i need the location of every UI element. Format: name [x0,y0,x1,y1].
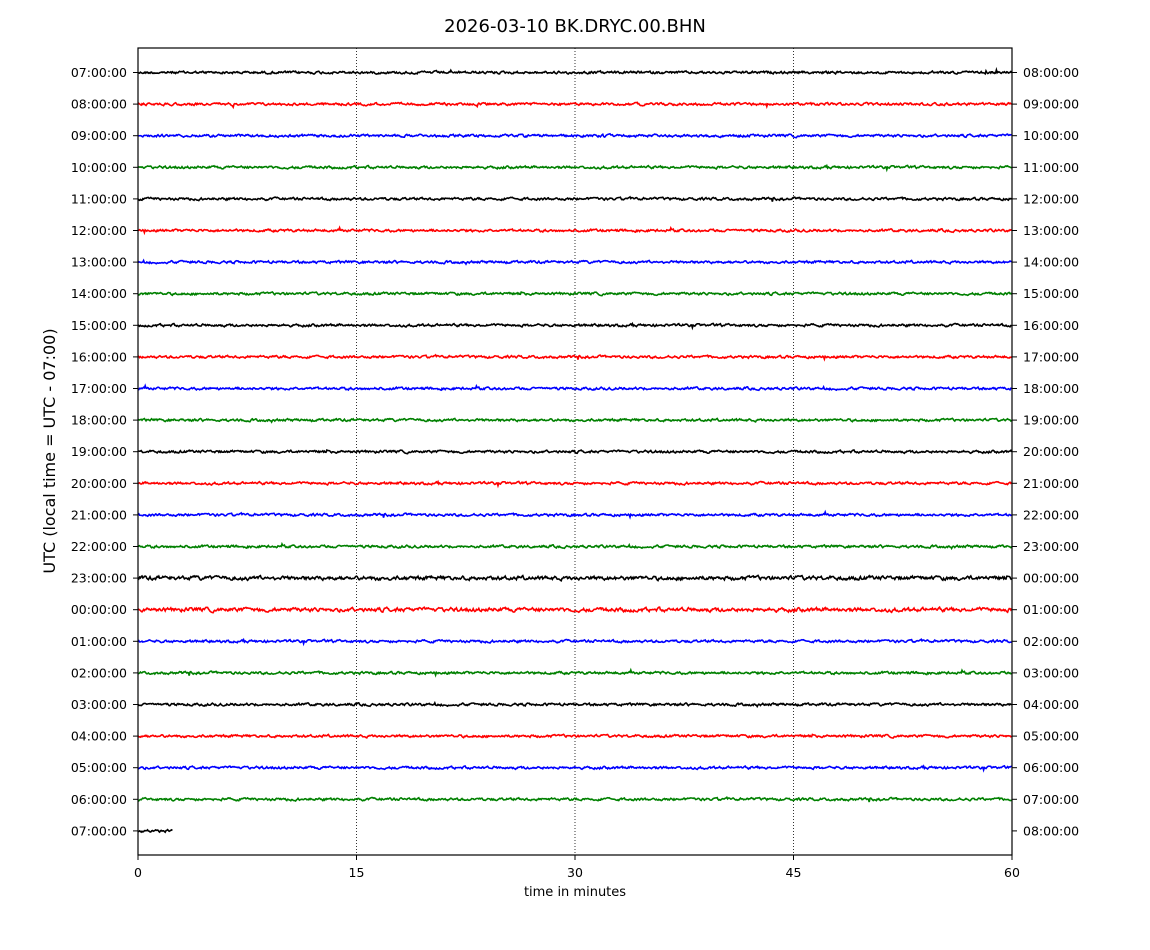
y-tick-label-right: 01:00:00 [1023,602,1079,617]
trace-row-24 [137,828,173,834]
y-tick-label-left: 16:00:00 [71,349,127,364]
y-tick-label-left: 00:00:00 [71,602,127,617]
y-tick-label-left: 07:00:00 [71,65,127,80]
trace-row-10 [137,383,1012,392]
y-tick-label-right: 06:00:00 [1023,760,1079,775]
trace-row-20 [137,700,1012,709]
y-tick-label-left: 18:00:00 [71,413,127,428]
trace-row-11 [137,417,1013,424]
ticks: 0 15 30 45 60 07:00:00 08:00:00 09:00:00 10:00:0… [71,65,1079,880]
y-tick-label-left: 02:00:00 [71,665,127,680]
y-tick-label-right: 21:00:00 [1023,476,1079,491]
grid-lines [356,48,794,855]
y-tick-label-left: 09:00:00 [71,128,127,143]
trace-row-5 [137,225,1012,236]
trace-row-17 [137,605,1013,614]
trace-row-0 [137,66,1013,76]
y-tick-label-left: 17:00:00 [71,381,127,396]
y-tick-label-right: 19:00:00 [1023,413,1079,428]
y-tick-label-right: 08:00:00 [1023,823,1079,838]
trace-row-14 [137,509,1013,520]
y-tick-label-left: 08:00:00 [71,97,127,112]
trace-row-18 [137,637,1012,647]
y-tick-label-left: 07:00:00 [71,823,127,838]
trace-row-7 [137,290,1013,297]
y-tick-label-right: 22:00:00 [1023,507,1079,522]
y-tick-label-left: 05:00:00 [71,760,127,775]
trace-row-4 [137,195,1013,202]
x-tick-label: 0 [134,865,142,880]
trace-row-13 [137,479,1013,489]
trace-row-23 [137,796,1012,803]
trace-row-8 [137,321,1012,331]
y-tick-label-left: 06:00:00 [71,792,127,807]
y-tick-label-left: 03:00:00 [71,697,127,712]
y-tick-label-right: 13:00:00 [1023,223,1079,238]
y-tick-label-right: 04:00:00 [1023,697,1079,712]
y-tick-label-left: 19:00:00 [71,444,127,459]
x-axis-label: time in minutes [524,885,626,900]
y-tick-label-left: 22:00:00 [71,539,127,554]
y-tick-label-left: 10:00:00 [71,160,127,175]
trace-row-15 [137,541,1013,551]
trace-row-21 [137,733,1013,739]
x-tick-label: 15 [349,865,365,880]
x-tick-label: 60 [1004,865,1020,880]
y-tick-label-left: 12:00:00 [71,223,127,238]
trace-row-22 [137,764,1012,773]
y-tick-label-right: 00:00:00 [1023,571,1079,586]
y-tick-label-left: 04:00:00 [71,729,127,744]
y-tick-label-right: 15:00:00 [1023,286,1079,301]
trace-row-16 [137,574,1013,583]
y-tick-label-left: 15:00:00 [71,318,127,333]
y-tick-label-left: 21:00:00 [71,507,127,522]
y-tick-label-left: 23:00:00 [71,571,127,586]
trace-row-9 [137,353,1013,362]
trace-row-2 [137,132,1012,139]
y-tick-label-right: 14:00:00 [1023,255,1079,270]
y-tick-label-right: 05:00:00 [1023,729,1079,744]
y-tick-label-right: 03:00:00 [1023,665,1079,680]
y-tick-label-right: 11:00:00 [1023,160,1079,175]
y-tick-label-right: 12:00:00 [1023,191,1079,206]
y-tick-label-left: 11:00:00 [71,191,127,206]
y-tick-label-right: 08:00:00 [1023,65,1079,80]
y-tick-label-right: 02:00:00 [1023,634,1079,649]
y-tick-label-left: 13:00:00 [71,255,127,270]
y-tick-label-right: 17:00:00 [1023,349,1079,364]
trace-group [137,66,1013,834]
x-tick-label: 45 [786,865,802,880]
trace-row-6 [137,258,1012,266]
y-tick-label-right: 10:00:00 [1023,128,1079,143]
y-tick-label-right: 20:00:00 [1023,444,1079,459]
y-tick-label-left: 20:00:00 [71,476,127,491]
chart-title: 2026-03-10 BK.DRYC.00.BHN [444,16,706,37]
y-tick-label-right: 23:00:00 [1023,539,1079,554]
y-tick-label-left: 14:00:00 [71,286,127,301]
y-tick-label-right: 09:00:00 [1023,97,1079,112]
y-tick-label-right: 18:00:00 [1023,381,1079,396]
x-tick-label: 30 [567,865,583,880]
y-tick-label-right: 07:00:00 [1023,792,1079,807]
trace-row-12 [137,448,1013,455]
trace-row-3 [137,163,1012,173]
y-tick-label-right: 16:00:00 [1023,318,1079,333]
y-axis-label: UTC (local time = UTC - 07:00) [40,328,59,573]
trace-row-19 [137,667,1012,678]
trace-row-1 [137,101,1012,110]
y-tick-label-left: 01:00:00 [71,634,127,649]
